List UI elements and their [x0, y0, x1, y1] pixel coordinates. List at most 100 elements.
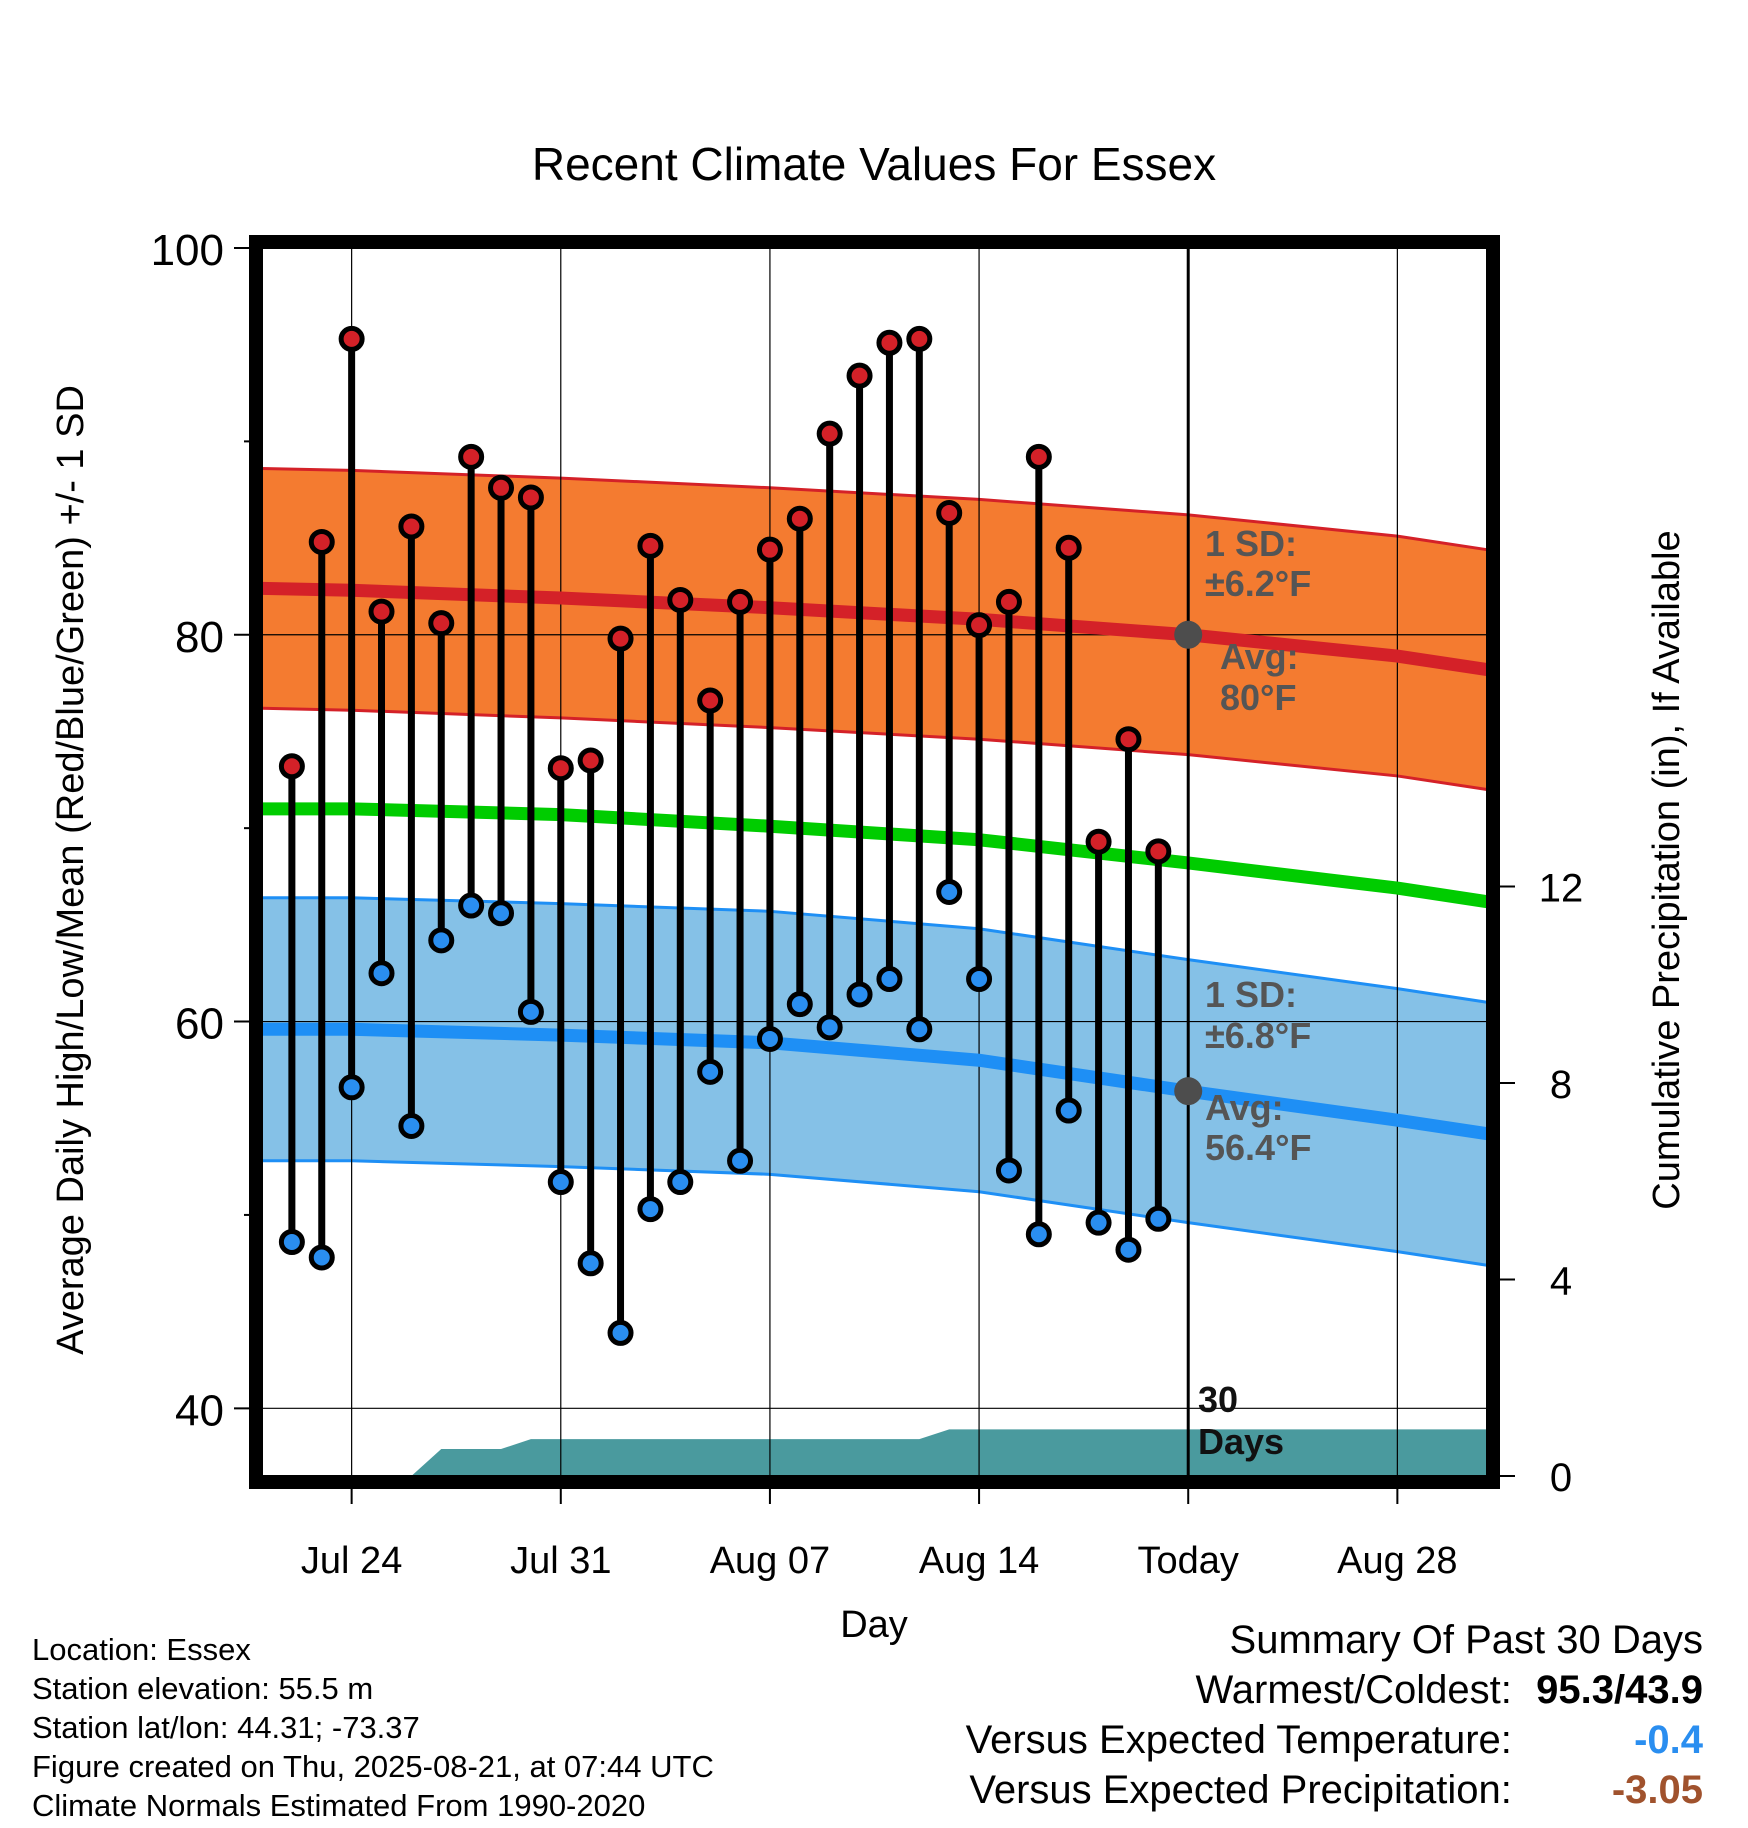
daily-high-point	[995, 588, 1022, 615]
x-tick-label: Aug 28	[1337, 1540, 1457, 1582]
daily-low-point	[906, 1016, 933, 1043]
daily-high-point	[607, 625, 634, 652]
y-right-tick-label: 0	[1550, 1456, 1572, 1500]
daily-low-point	[398, 1112, 425, 1139]
high-sd-value: ±6.2°F	[1205, 563, 1311, 604]
temp-label: Versus Expected Temperature:	[965, 1718, 1512, 1762]
annotations: 1 SD: ±6.2°F Avg: 80°F 1 SD: ±6.8°F Avg:…	[1198, 523, 1311, 1462]
daily-high-point	[1085, 828, 1112, 855]
daily-high-point	[278, 753, 305, 780]
low-sd-label: 1 SD:	[1205, 974, 1297, 1015]
daily-low-point	[936, 878, 963, 905]
daily-high-point	[517, 484, 544, 511]
daily-high-point	[637, 532, 664, 559]
x-tick-label: Aug 14	[919, 1540, 1039, 1582]
daily-low-point	[517, 998, 544, 1025]
high-sd-band	[262, 468, 1487, 790]
daily-low-point	[667, 1169, 694, 1196]
station-info: Location: Essex Station elevation: 55.5 …	[32, 1630, 714, 1825]
daily-high-point	[308, 528, 335, 555]
daily-high-point	[428, 610, 455, 637]
summary-heading: Summary Of Past 30 Days	[1229, 1618, 1703, 1662]
daily-low-point	[1145, 1205, 1172, 1232]
high-normal-line	[261, 581, 1488, 677]
y-right-tick-label: 8	[1550, 1063, 1572, 1107]
daily-low-point	[577, 1250, 604, 1277]
daily-low-point	[1085, 1209, 1112, 1236]
low-band-lower-edge	[262, 1159, 1488, 1267]
normals-text: Climate Normals Estimated From 1990-2020	[32, 1788, 646, 1823]
daily-low-point	[816, 1014, 843, 1041]
daily-high-point	[756, 536, 783, 563]
daily-low-point	[1025, 1221, 1052, 1248]
daily-high-point	[816, 420, 843, 447]
y-tick-label: 100	[151, 226, 224, 275]
days-label: Days	[1198, 1421, 1284, 1462]
daily-low-point	[876, 965, 903, 992]
daily-high-point	[697, 687, 724, 714]
today-high-avg-marker	[1174, 620, 1203, 649]
x-tick-label: Jul 24	[301, 1540, 402, 1582]
daily-high-point	[338, 325, 365, 352]
daily-high-point	[667, 586, 694, 613]
daily-high-point	[398, 513, 425, 540]
high-band-lower-edge	[261, 706, 1488, 791]
daily-high-point	[577, 747, 604, 774]
y-right-tick-label: 4	[1550, 1260, 1572, 1304]
daily-high-point	[547, 755, 574, 782]
daily-high-point	[876, 329, 903, 356]
daily-low-point	[458, 892, 485, 919]
daily-low-point	[308, 1244, 335, 1271]
daily-low-point	[966, 965, 993, 992]
x-tick-label: Today	[1138, 1540, 1239, 1582]
daily-low-point	[756, 1025, 783, 1052]
daily-low-point	[428, 927, 455, 954]
low-band-upper-edge	[262, 896, 1488, 1004]
mean-normal-line	[262, 802, 1488, 909]
daily-high-point	[906, 325, 933, 352]
daily-low-point	[727, 1147, 754, 1174]
daily-high-point	[1145, 838, 1172, 865]
daily-low-point	[607, 1319, 634, 1346]
daily-high-point	[936, 499, 963, 526]
low-sd-band	[262, 897, 1487, 1266]
precipitation-area	[262, 1429, 1487, 1476]
latlon-text: Station lat/lon: 44.31; -73.37	[32, 1710, 420, 1745]
chart-title: Recent Climate Values For Essex	[532, 138, 1216, 190]
daily-high-point	[786, 505, 813, 532]
daily-low-point	[637, 1196, 664, 1223]
y-right-tick-label: 12	[1539, 867, 1584, 911]
daily-high-point	[846, 362, 873, 389]
daily-low-point	[547, 1169, 574, 1196]
temp-row: Versus Expected Temperature: -0.4	[966, 1715, 1703, 1765]
daily-low-point	[368, 960, 395, 987]
daily-low-point	[846, 981, 873, 1008]
plot-frame	[249, 235, 1500, 1489]
precip-value: -3.05	[1611, 1768, 1703, 1812]
summary-panel: Summary Of Past 30 Days Warmest/Coldest:…	[966, 1615, 1703, 1815]
low-normal-line	[262, 1022, 1488, 1141]
warmest-value: 95.3/43.9	[1536, 1668, 1703, 1712]
daily-high-point	[1025, 443, 1052, 470]
daily-high-point	[1055, 534, 1082, 561]
high-band-upper-edge	[261, 466, 1488, 552]
x-axis-label: Day	[840, 1604, 908, 1646]
daily-low-point	[278, 1229, 305, 1256]
elevation-text: Station elevation: 55.5 m	[32, 1671, 374, 1706]
daily-low-point	[1055, 1097, 1082, 1124]
y-axis-label-right: Cumulative Precipitation (in), If Availa…	[1646, 530, 1688, 1209]
daily-low-point	[488, 900, 515, 927]
location-text: Location: Essex	[32, 1632, 251, 1667]
high-sd-label: 1 SD:	[1205, 523, 1297, 564]
daily-low-point	[995, 1157, 1022, 1184]
precip-row: Versus Expected Precipitation: -3.05	[966, 1765, 1703, 1815]
days-count: 30	[1198, 1379, 1238, 1420]
x-tick-label: Aug 07	[710, 1540, 830, 1582]
daily-low-point	[338, 1074, 365, 1101]
plot-area: 40 60 80 100 0 4 8 12 Jul 24 Jul 31 Aug 07 Aug 14 To…	[151, 226, 1584, 1582]
daily-high-point	[368, 598, 395, 625]
low-sd-value: ±6.8°F	[1205, 1015, 1311, 1056]
high-avg-label: Avg:	[1220, 636, 1299, 677]
y-tick-label: 80	[175, 613, 224, 662]
precip-label: Versus Expected Precipitation:	[969, 1768, 1512, 1812]
